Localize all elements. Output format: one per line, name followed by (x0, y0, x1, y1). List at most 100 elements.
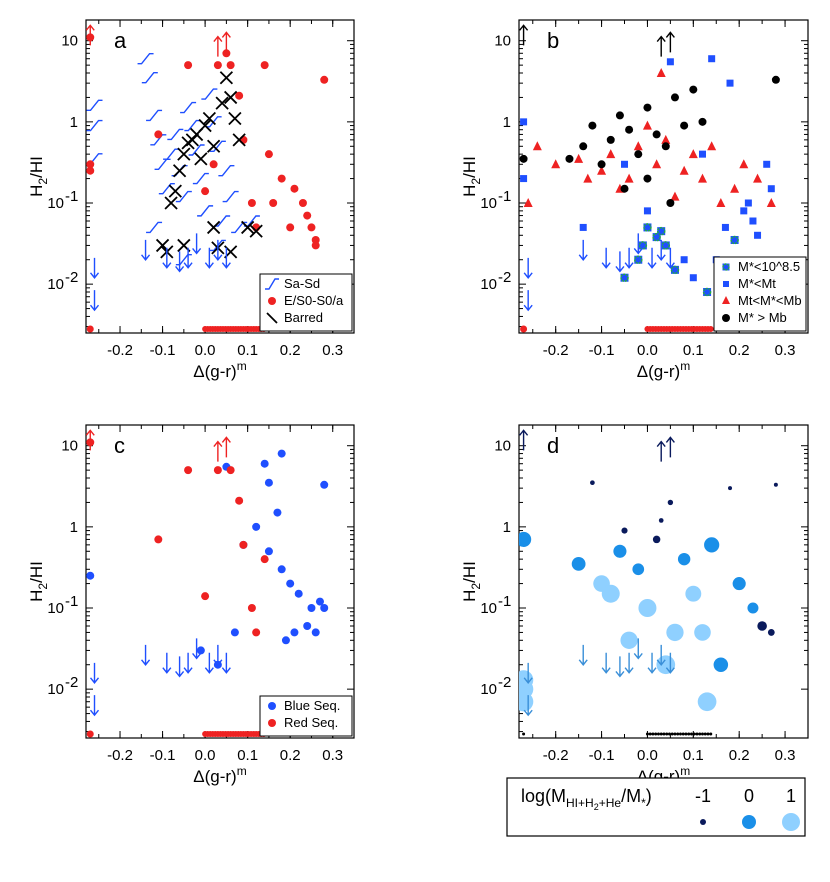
x-tick-label: -0.1 (589, 342, 615, 359)
data-point (264, 547, 273, 556)
data-point (228, 111, 242, 126)
data-point (666, 623, 684, 642)
lower-limit-arrow (519, 24, 529, 46)
legend-label: Blue Seq. (284, 698, 340, 713)
data-point (767, 185, 775, 193)
data-point (730, 235, 739, 244)
data-point (704, 537, 720, 553)
upper-limit-arrow (615, 656, 625, 678)
data-point (192, 172, 209, 185)
legend: M*<10^8.5 M*<Mt Mt<M*<Mb M* > Mb (713, 256, 807, 332)
data-point (583, 173, 593, 183)
upper-limit-arrow (162, 247, 172, 269)
data-point (230, 628, 239, 637)
upper-limit-arrow (647, 247, 657, 269)
upper-limit-arrow (624, 652, 634, 674)
data-point (754, 231, 762, 239)
x-tick-label: 0.1 (683, 747, 704, 764)
data-point (670, 265, 680, 275)
y-axis-label: H2/HI (27, 156, 50, 197)
x-tick-label: 0.2 (729, 342, 750, 359)
data-point (621, 527, 628, 534)
bottom-point (700, 732, 704, 736)
legend-marker (722, 314, 730, 322)
data-point (320, 604, 329, 613)
data-point (269, 199, 278, 208)
data-point (708, 55, 716, 63)
data-point (613, 544, 627, 558)
data-point (520, 175, 528, 183)
lower-limit-arrow (665, 436, 675, 458)
y-axis-label: H2/HI (27, 561, 50, 602)
data-point (685, 585, 702, 602)
data-point (519, 154, 528, 163)
y-tick-exp: -2 (498, 674, 511, 691)
upper-limit-arrow (89, 290, 100, 312)
data-point (222, 49, 231, 58)
data-point (184, 119, 201, 132)
x-axis-label-sup: m (680, 764, 690, 778)
data-point (158, 183, 175, 195)
colorbar-box (506, 777, 806, 837)
data-point (680, 256, 688, 264)
lower-limit-arrow (221, 436, 231, 458)
data-point (241, 220, 255, 235)
lower-limit-arrow (665, 31, 675, 53)
panel-letter: b (547, 28, 559, 53)
x-tick-label: 0.0 (637, 747, 658, 764)
data-point (235, 496, 244, 505)
x-tick-label: 0.1 (683, 342, 704, 359)
data-point (277, 174, 286, 183)
data-point (252, 522, 261, 531)
data-point (588, 121, 597, 130)
data-point (247, 199, 256, 208)
data-point (146, 221, 163, 234)
colorbar-swatch (742, 815, 756, 829)
upper-limit-arrow (523, 662, 533, 684)
upper-limit-arrow (89, 257, 100, 279)
upper-limit-arrow (523, 257, 533, 279)
legend-label: M*<10^8.5 (738, 259, 800, 274)
lower-limit-arrow (519, 429, 529, 451)
data-point (713, 657, 729, 672)
y-tick-label: 1 (503, 114, 511, 131)
data-point (188, 144, 205, 156)
upper-limit-arrow (183, 652, 193, 674)
data-point (264, 150, 273, 159)
plot-frame (85, 424, 355, 739)
data-point (260, 459, 269, 468)
data-point (260, 555, 269, 564)
upper-limit-arrow (204, 652, 214, 674)
data-point (601, 584, 620, 603)
legend-marker (722, 263, 730, 271)
data-point (666, 58, 674, 66)
bottom-point (651, 732, 655, 736)
data-point (633, 141, 643, 151)
data-point (625, 125, 634, 134)
data-point (201, 187, 210, 196)
upper-limit-arrow (656, 644, 666, 666)
data-point (184, 61, 193, 70)
upper-limit-arrow (221, 652, 231, 674)
data-point (177, 147, 191, 161)
data-point (290, 628, 299, 637)
data-point (652, 159, 662, 169)
data-point (565, 154, 574, 163)
x-tick-label: 0.2 (280, 342, 301, 359)
upper-limit-arrow (647, 652, 657, 674)
data-point (634, 150, 643, 159)
data-point (728, 486, 733, 491)
data-point (689, 274, 697, 282)
data-point (624, 173, 634, 183)
data-point (634, 255, 643, 264)
data-point (307, 223, 316, 232)
legend-marker (268, 297, 276, 305)
data-point (632, 563, 645, 576)
upper-limit-arrow (183, 247, 193, 269)
y-tick-label: 10 (61, 33, 78, 50)
data-point (86, 119, 103, 132)
data-point (226, 466, 235, 475)
legend-marker (722, 263, 730, 271)
data-point (235, 91, 244, 100)
